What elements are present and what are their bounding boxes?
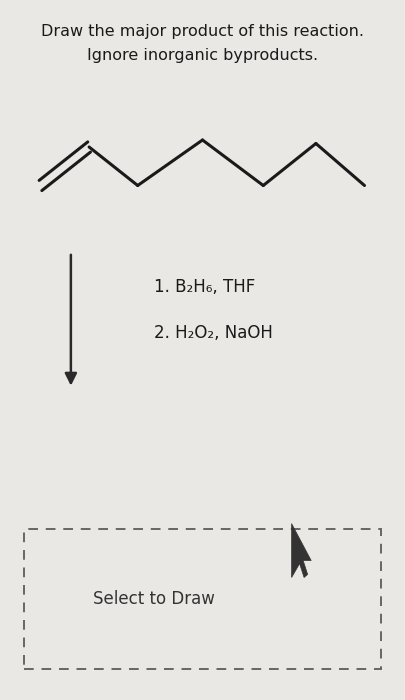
Text: Select to Draw: Select to Draw: [93, 589, 215, 608]
Text: Draw the major product of this reaction.: Draw the major product of this reaction.: [41, 24, 364, 39]
FancyBboxPatch shape: [24, 528, 381, 668]
Polygon shape: [292, 524, 311, 578]
Text: 2. H₂O₂, NaOH: 2. H₂O₂, NaOH: [154, 323, 273, 342]
Text: 1. B₂H₆, THF: 1. B₂H₆, THF: [154, 278, 255, 296]
Text: Ignore inorganic byproducts.: Ignore inorganic byproducts.: [87, 48, 318, 63]
